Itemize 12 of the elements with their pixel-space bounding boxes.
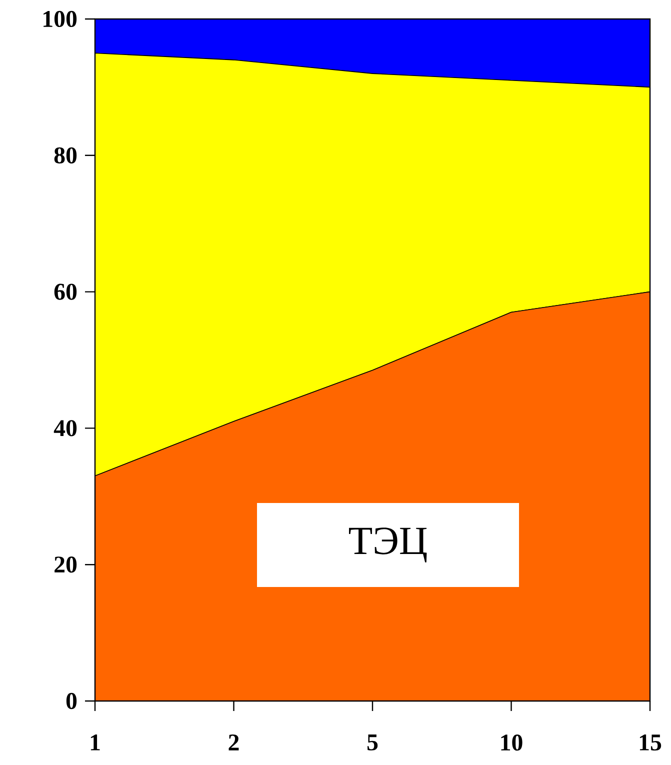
annotation: ТЭЦ — [349, 528, 427, 562]
x-tick-label: 10 — [501, 734, 522, 751]
y-tick-label: 40 — [54, 420, 77, 436]
y-tick-label: 100 — [44, 10, 77, 28]
y-tick-label: 0 — [66, 692, 77, 710]
y-tick-label: 20 — [54, 556, 77, 573]
y-tick-label: 80 — [54, 147, 77, 164]
x-tick-label: 1 — [90, 734, 100, 750]
y-tick-label: 60 — [54, 284, 77, 300]
x-tick-label: 2 — [228, 734, 239, 750]
x-tick-label: 5 — [367, 734, 378, 750]
x-tick-label: 15 — [640, 734, 662, 751]
